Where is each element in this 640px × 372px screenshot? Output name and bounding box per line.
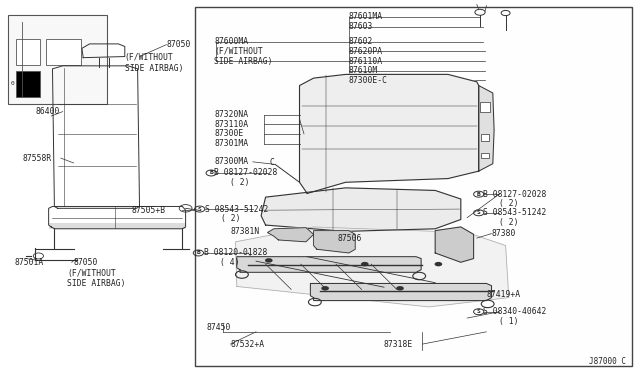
Circle shape <box>396 286 404 291</box>
Polygon shape <box>237 257 421 272</box>
Text: S 08340-40642: S 08340-40642 <box>483 307 547 316</box>
Text: 87602: 87602 <box>349 37 373 46</box>
Bar <box>16 71 40 97</box>
Text: 87050: 87050 <box>74 258 98 267</box>
Bar <box>8 15 107 104</box>
Text: (F/WITHOUT: (F/WITHOUT <box>67 269 116 278</box>
Polygon shape <box>310 283 492 301</box>
Text: B: B <box>209 170 213 176</box>
Text: SIDE AIRBAG): SIDE AIRBAG) <box>67 279 125 288</box>
Bar <box>16 39 40 65</box>
Text: 87601MA: 87601MA <box>349 12 383 21</box>
Bar <box>46 39 81 65</box>
Text: 87558R: 87558R <box>22 154 52 163</box>
Text: ( 2): ( 2) <box>499 218 518 227</box>
Text: B: B <box>196 250 200 256</box>
Text: 87318E: 87318E <box>384 340 413 349</box>
Text: 86400: 86400 <box>35 107 60 116</box>
Bar <box>480 102 490 112</box>
Text: S 08543-51242: S 08543-51242 <box>483 208 547 217</box>
Polygon shape <box>300 74 479 193</box>
Text: 87320NA: 87320NA <box>214 110 248 119</box>
Text: B: B <box>477 192 481 197</box>
Circle shape <box>361 262 369 266</box>
Text: SIDE AIRBAG): SIDE AIRBAG) <box>214 57 273 65</box>
Text: 87603: 87603 <box>349 22 373 31</box>
Text: 87381N: 87381N <box>230 227 260 236</box>
Text: 87506: 87506 <box>338 234 362 243</box>
Text: 876110A: 876110A <box>349 57 383 65</box>
Text: ( 2): ( 2) <box>230 178 250 187</box>
Text: 87300E: 87300E <box>214 129 244 138</box>
Text: J87000 C: J87000 C <box>589 357 626 366</box>
Text: 87501A: 87501A <box>14 258 44 267</box>
Text: B 08127-02028: B 08127-02028 <box>214 169 278 177</box>
Text: S 08543-51242: S 08543-51242 <box>205 205 268 214</box>
Text: B 08127-02028: B 08127-02028 <box>483 190 547 199</box>
Text: S: S <box>477 210 481 215</box>
Text: 87620PA: 87620PA <box>349 47 383 56</box>
Text: 87301MA: 87301MA <box>214 139 248 148</box>
Text: (F/WITHOUT: (F/WITHOUT <box>214 47 263 56</box>
Bar <box>195 7 632 366</box>
Circle shape <box>435 262 442 266</box>
Text: 87450: 87450 <box>206 323 230 332</box>
Text: ( 2): ( 2) <box>221 214 240 223</box>
Polygon shape <box>479 86 494 171</box>
Text: SIDE AIRBAG): SIDE AIRBAG) <box>125 64 183 73</box>
Text: C: C <box>269 158 274 167</box>
Text: 87610M: 87610M <box>349 66 378 75</box>
Bar <box>481 134 489 141</box>
Text: 87505+B: 87505+B <box>131 206 165 215</box>
Text: 87532+A: 87532+A <box>230 340 264 349</box>
Text: 0: 0 <box>11 81 15 86</box>
Text: ( 1): ( 1) <box>499 317 518 326</box>
Polygon shape <box>435 227 474 262</box>
Polygon shape <box>268 228 314 242</box>
Text: ( 2): ( 2) <box>499 199 518 208</box>
Text: 87600MA: 87600MA <box>214 37 248 46</box>
Text: S: S <box>198 206 202 212</box>
Circle shape <box>265 258 273 263</box>
Bar <box>481 153 489 158</box>
Text: 87419+A: 87419+A <box>486 290 520 299</box>
Text: 87300E-C: 87300E-C <box>349 76 388 85</box>
Text: 87050: 87050 <box>166 40 191 49</box>
Text: (F/WITHOUT: (F/WITHOUT <box>125 53 173 62</box>
Text: ( 4): ( 4) <box>220 258 239 267</box>
Text: 87300MA: 87300MA <box>214 157 248 166</box>
Text: 87380: 87380 <box>492 229 516 238</box>
Polygon shape <box>236 227 509 307</box>
Polygon shape <box>261 188 461 231</box>
Polygon shape <box>314 231 355 253</box>
Bar <box>49 223 186 229</box>
Text: B 08120-01828: B 08120-01828 <box>204 248 267 257</box>
Circle shape <box>321 286 329 291</box>
Text: 873110A: 873110A <box>214 120 248 129</box>
Text: S: S <box>477 309 481 314</box>
